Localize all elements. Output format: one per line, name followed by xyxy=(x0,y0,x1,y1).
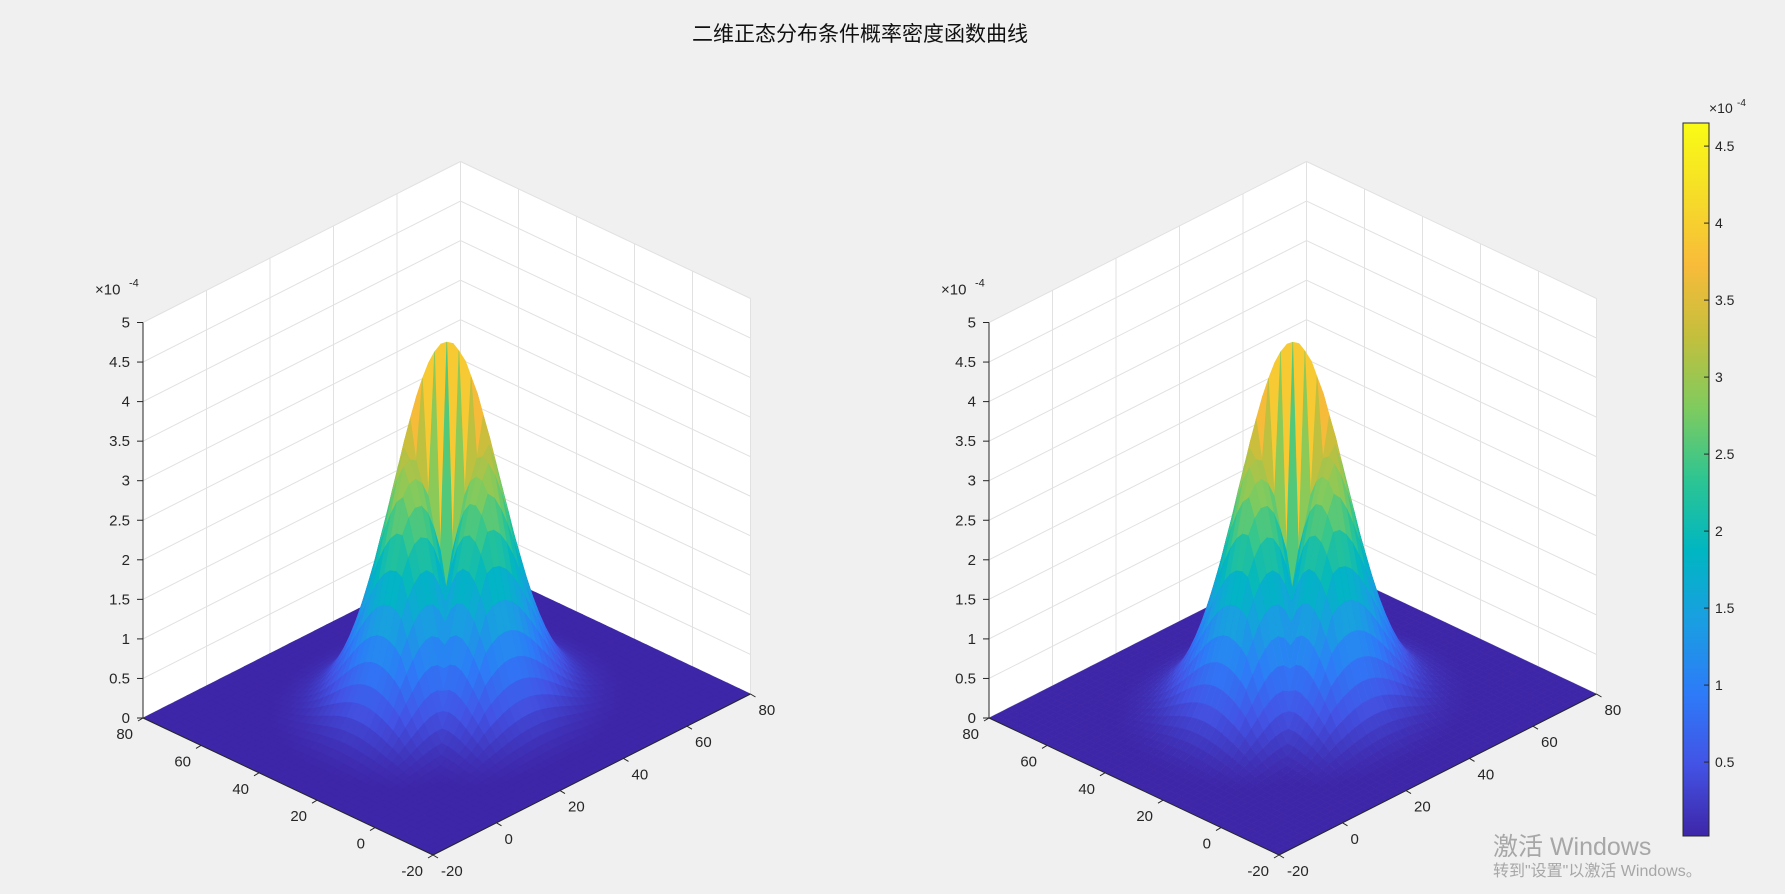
grid-line-z xyxy=(142,398,461,561)
grid-line-z xyxy=(460,200,751,339)
grid-line-z xyxy=(460,477,751,616)
grid-line-z xyxy=(460,319,751,458)
surface-plot-mesh[interactable]: -20020406080-2002040608000.511.522.533.5… xyxy=(0,0,890,894)
grid-line-z xyxy=(142,319,461,482)
grid-line-z xyxy=(460,279,751,418)
figure-title: 二维正态分布条件概率密度函数曲线 xyxy=(692,22,1028,46)
grid-line-z xyxy=(142,279,461,442)
grid-line-z xyxy=(142,240,461,403)
grid-line-z xyxy=(460,437,751,576)
grid-line-z xyxy=(460,240,751,379)
grid-line-z xyxy=(142,200,461,363)
grid-line-z xyxy=(142,161,461,323)
surface-mesh[interactable] xyxy=(142,341,752,856)
grid-line-z xyxy=(460,398,751,537)
grid-line-z xyxy=(460,161,751,299)
grid-line-z xyxy=(142,358,461,521)
grid-line-z xyxy=(460,358,751,497)
